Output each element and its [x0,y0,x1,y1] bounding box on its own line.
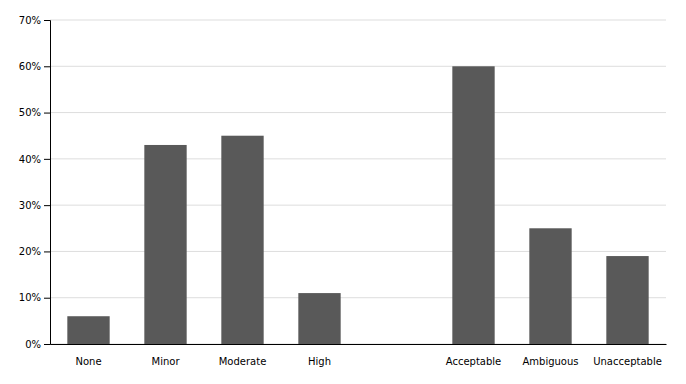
tick: High [308,356,331,367]
tick-label: None [75,356,101,367]
tick-mark [44,205,50,206]
tick-label: Acceptable [446,356,502,367]
tick-label: 10% [19,292,41,303]
tick: 30% [19,200,50,211]
grid-line [50,251,666,252]
grid-line [50,112,666,113]
axis-line [44,21,51,345]
tick-label: Ambiguous [522,356,578,367]
tick: 50% [19,107,50,118]
tick-label: 40% [19,154,41,165]
tick: 20% [19,246,50,257]
tick-label: 0% [25,339,41,350]
bar [144,145,186,344]
tick: None [75,356,101,367]
axis-line [51,344,667,345]
bar [67,316,109,344]
bar [529,228,571,344]
tick-label: 50% [19,107,41,118]
x-axis: None Minor Moderate High Acceptable Ambiguous… [51,345,667,368]
y-axis: 0% 10% 20% 30% 40% 50% 60% 70% [19,15,51,350]
tick-mark [44,20,50,21]
bar [606,256,648,344]
tick-mark [44,344,50,345]
tick-label: 30% [19,200,41,211]
tick-label: 60% [19,61,41,72]
grid-line [50,20,666,21]
grid-line [50,66,666,67]
tick: 40% [19,154,50,165]
plot-area: 0% 10% 20% 30% 40% 50% 60% 70% None Minor Moderate… [19,15,667,367]
tick: Acceptable [446,356,502,367]
bar [452,66,494,344]
tick: 0% [25,339,50,350]
tick-label: 20% [19,246,41,257]
tick: Minor [152,356,181,367]
tick-mark [44,113,50,114]
tick-mark [44,298,50,299]
tick: Unacceptable [593,356,662,367]
tick-mark [44,66,50,67]
grid [50,20,666,344]
grid-line [50,158,666,159]
tick-label: Unacceptable [593,356,662,367]
bar [221,136,263,344]
tick: Ambiguous [522,356,578,367]
bars [67,66,648,344]
tick-mark [44,251,50,252]
bar [298,293,340,344]
tick: 70% [19,15,50,26]
chart-svg: 0% 10% 20% 30% 40% 50% 60% 70% None Minor Moderate… [0,0,686,384]
tick-label: 70% [19,15,41,26]
tick-label: High [308,356,331,367]
tick-label: Moderate [219,356,267,367]
tick: Moderate [219,356,267,367]
grid-line [50,297,666,298]
tick: 60% [19,61,50,72]
grid-line [50,344,666,345]
chart-container: 0% 10% 20% 30% 40% 50% 60% 70% None Minor Moderate… [0,0,686,384]
tick-mark [44,159,50,160]
tick-label: Minor [152,356,181,367]
tick: 10% [19,292,50,303]
grid-line [50,205,666,206]
